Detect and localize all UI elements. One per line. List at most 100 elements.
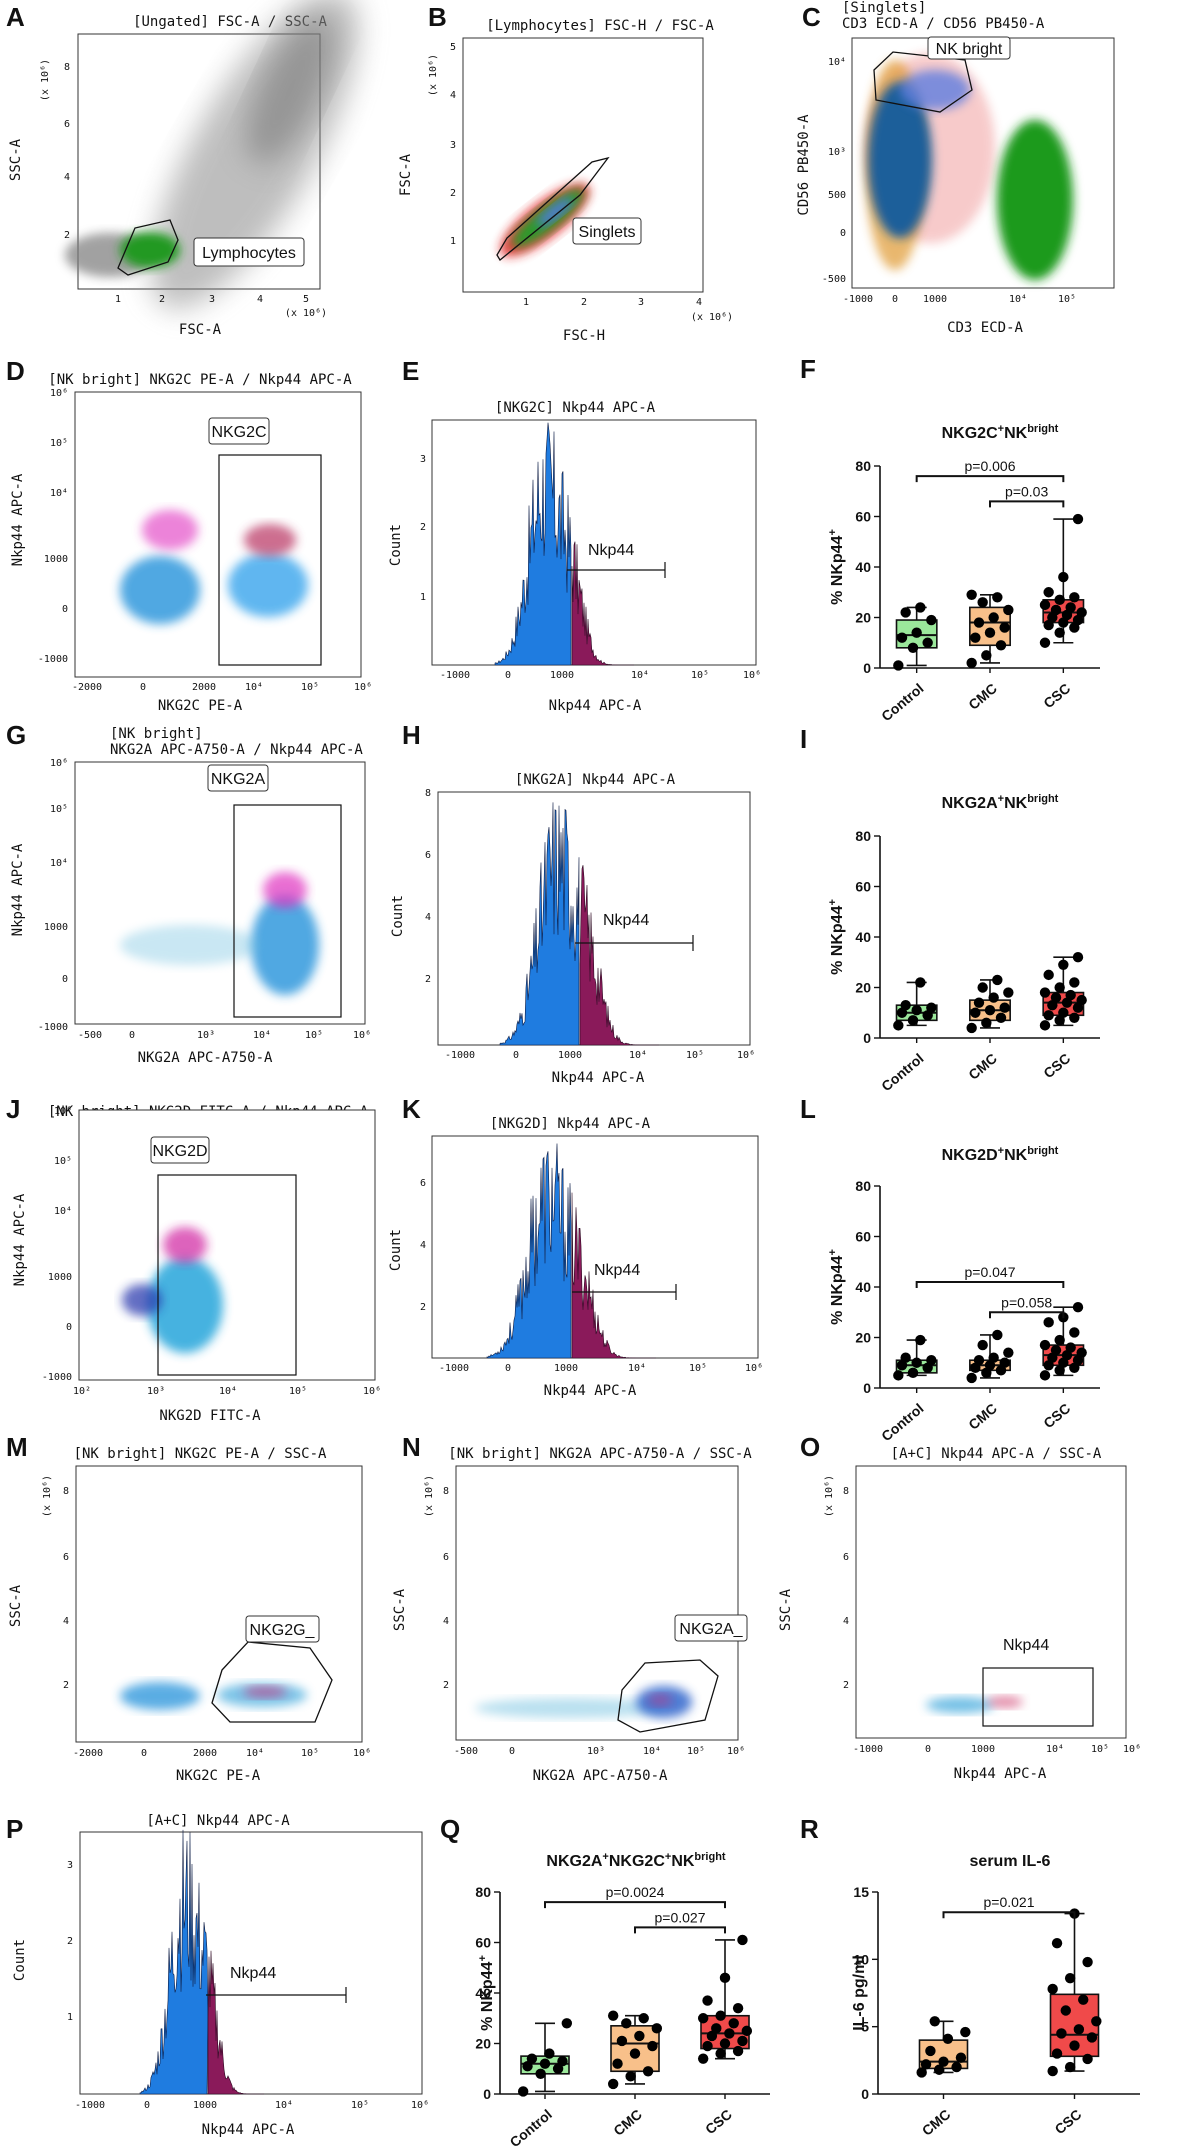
data-point: [697, 2053, 709, 2064]
x-tick: -2000: [72, 682, 102, 693]
y-tick-label: 40: [855, 1279, 871, 1295]
histogram-area-negative: [494, 422, 572, 666]
data-point: [1054, 627, 1065, 638]
plot-frame: [79, 1831, 423, 2095]
data-point: [1051, 1937, 1063, 1949]
y-axis-label: Count: [388, 524, 404, 566]
x-tick: 10⁶: [353, 1748, 371, 1759]
panel-title: [A+C] Nkp44 APC-A / SSC-A: [891, 1446, 1102, 1462]
x-tick: 1: [115, 294, 121, 305]
x-tick: 10⁶: [363, 1386, 381, 1397]
x-tick: 10⁶: [1123, 1744, 1141, 1755]
y-multiplier: (x 10⁶): [428, 54, 439, 96]
panel-p: P [A+C] Nkp44 APC-A Nkp44 -1000 0 1000 1…: [6, 1813, 429, 2138]
y-tick-label: 40: [855, 929, 871, 945]
data-point: [981, 650, 992, 661]
panel-letter: L: [800, 1094, 816, 1124]
y-tick: 6: [425, 850, 431, 861]
data-point: [1051, 2048, 1063, 2059]
histogram-area-positive: [571, 1192, 656, 1359]
x-tick: 10⁶: [353, 1030, 371, 1041]
data-point: [907, 1015, 919, 1026]
data-point: [992, 1329, 1003, 1341]
data-point: [732, 2002, 744, 2014]
panel-letter: H: [402, 720, 421, 750]
y-axis-label: Nkp44 APC-A: [10, 843, 26, 936]
x-tick: 10⁶: [737, 1050, 755, 1061]
y-tick: 4: [64, 172, 70, 183]
x-tick: 10³: [587, 1746, 605, 1757]
data-point: [992, 592, 1003, 603]
data-point: [999, 1002, 1010, 1013]
data-point: [977, 982, 988, 993]
x-axis-label: FSC-H: [563, 328, 605, 344]
data-point: [988, 992, 999, 1003]
y-tick: 10⁴: [50, 488, 68, 499]
y-tick: 10⁶: [50, 758, 68, 769]
panel-letter: K: [402, 1094, 421, 1124]
x-tick: 0: [505, 670, 511, 681]
data-point: [981, 1017, 992, 1029]
y-axis-label: SSC-A: [778, 1588, 794, 1631]
data-point: [1039, 1020, 1051, 1031]
p-value-label: p=0.047: [965, 1264, 1016, 1280]
x-tick: 10⁴: [246, 1748, 264, 1759]
histogram-area-positive: [207, 1950, 264, 2095]
data-point: [612, 2058, 623, 2069]
y-tick: 3: [420, 454, 426, 465]
x-tick: 0: [505, 1363, 511, 1374]
data-point: [517, 2086, 529, 2097]
panel-o: O [A+C] Nkp44 APC-A / SSC-A Nkp44 -1000 …: [778, 1432, 1141, 1782]
y-tick: 10⁵: [50, 438, 68, 449]
y-tick-label: 0: [861, 2086, 869, 2102]
data-point: [1039, 637, 1051, 648]
data-point: [706, 2030, 718, 2042]
x-tick: 10⁵: [305, 1030, 323, 1041]
panel-j: J [NK bright] NKG2D FITC-A / Nkp44 APC-A…: [6, 1094, 381, 1424]
y-tick: 2: [67, 1936, 73, 1947]
data-point: [900, 1352, 911, 1363]
gate-label: Nkp44: [603, 912, 649, 929]
data-point: [1060, 2005, 1071, 2016]
x-axis-label: NKG2A APC-A750-A: [533, 1768, 668, 1784]
data-point: [561, 2018, 573, 2029]
scatter-density: [120, 872, 319, 995]
y-tick: 1000: [48, 1272, 72, 1283]
y-tick: 10⁴: [828, 57, 846, 68]
y-multiplier: (x 10⁶): [424, 1475, 435, 1517]
x-tick: -500: [78, 1030, 102, 1041]
y-tick-label: 20: [855, 610, 871, 626]
x-tick-label: CMC: [919, 2106, 954, 2139]
panel-h: H [NKG2A] Nkp44 APC-A Nkp44 -1000 0 1000…: [390, 720, 755, 1086]
p-value-label: p=0.027: [655, 1909, 706, 1925]
panel-title: [NK bright] NKG2A APC-A750-A / SSC-A: [448, 1446, 752, 1462]
x-tick: 1000: [554, 1363, 578, 1374]
data-point: [1047, 2065, 1058, 2077]
x-tick-label: CMC: [965, 680, 1000, 713]
y-multiplier: (x 10⁶): [42, 1475, 53, 1517]
y-tick: 0: [62, 974, 68, 985]
data-point: [1056, 2028, 1067, 2039]
panel-e: E [NKG2C] Nkp44 APC-A Nkp44 -1000 0 1000…: [388, 356, 761, 714]
plot-frame: [855, 1465, 1127, 1739]
y-tick: 2: [425, 974, 431, 985]
gate-label-box: [572, 217, 642, 245]
data-point: [966, 657, 977, 669]
data-point: [966, 589, 977, 600]
data-point: [526, 2053, 538, 2064]
data-point: [711, 2023, 722, 2034]
data-point: [557, 2055, 568, 2067]
panel-title: [NK bright] NKG2C PE-A / SSC-A: [74, 1446, 327, 1462]
data-point: [966, 1022, 977, 1034]
data-point: [984, 627, 996, 638]
histogram-area-negative: [499, 802, 580, 1046]
gate-label: Nkp44: [588, 542, 634, 559]
scatter-density: [500, 183, 590, 257]
y-tick: 2: [420, 1302, 426, 1313]
y-tick-label: 20: [855, 1330, 871, 1346]
x-tick-label: CSC: [1040, 680, 1073, 711]
scatter-density: [475, 1686, 692, 1718]
panel-m: M [NK bright] NKG2C PE-A / SSC-A NKG2G_ …: [6, 1432, 371, 1784]
panel-b: B [Lymphocytes] FSC-H / FSC-A Singlets 1…: [398, 2, 733, 344]
data-point: [926, 614, 937, 626]
